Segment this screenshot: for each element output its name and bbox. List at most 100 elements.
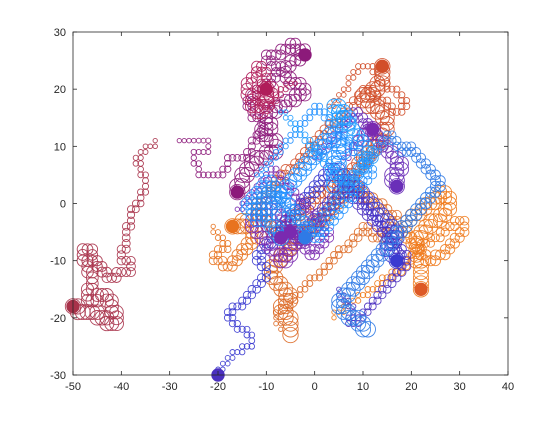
data-point <box>374 280 381 287</box>
data-point <box>243 155 260 172</box>
data-point <box>251 255 262 266</box>
data-point <box>254 98 269 114</box>
data-point <box>99 310 115 326</box>
data-point <box>336 286 342 292</box>
data-point <box>368 233 378 243</box>
data-point <box>413 224 429 240</box>
data-point <box>224 239 232 248</box>
data-point <box>330 166 347 183</box>
data-point <box>256 255 267 266</box>
data-point <box>433 213 448 228</box>
data-point <box>141 188 150 196</box>
data-point <box>359 314 367 322</box>
data-point <box>223 154 232 162</box>
data-point <box>249 104 264 120</box>
data-point <box>210 229 217 235</box>
data-point <box>252 130 261 140</box>
data-point <box>195 137 202 144</box>
data-point <box>238 325 246 333</box>
data-point <box>428 213 443 229</box>
data-point <box>219 240 227 247</box>
data-point <box>354 321 372 338</box>
x-tick-label: -50 <box>65 381 81 393</box>
data-point <box>454 215 465 226</box>
data-point <box>282 137 289 144</box>
data-point <box>282 321 299 338</box>
y-tick-label: 0 <box>60 199 66 211</box>
data-point <box>336 97 342 104</box>
data-point <box>233 319 241 328</box>
walk-end-marker <box>259 82 273 96</box>
y-tick-label: 20 <box>54 84 66 96</box>
walk-end-marker <box>390 254 404 268</box>
data-point <box>277 298 294 315</box>
data-point <box>343 198 354 209</box>
data-point <box>360 92 376 109</box>
data-point <box>350 309 367 326</box>
data-point <box>345 320 352 327</box>
data-point <box>273 320 279 327</box>
data-point <box>116 250 126 260</box>
data-point <box>408 241 424 257</box>
data-point <box>344 182 353 190</box>
data-point <box>334 131 343 139</box>
data-point <box>363 302 372 311</box>
data-point <box>239 206 245 212</box>
data-point <box>353 96 363 105</box>
data-point <box>205 137 212 144</box>
data-point <box>247 285 257 294</box>
data-point <box>247 290 257 300</box>
walk-end-marker <box>366 122 380 136</box>
data-point <box>223 314 232 322</box>
data-point <box>349 176 357 185</box>
data-point <box>423 218 439 234</box>
data-point <box>335 304 352 320</box>
x-tick-label: -10 <box>258 381 274 393</box>
data-point <box>219 360 226 367</box>
data-point <box>388 178 405 195</box>
data-point <box>364 286 372 293</box>
data-point <box>267 96 275 105</box>
data-point <box>104 316 120 332</box>
data-point <box>331 315 337 321</box>
data-point <box>393 268 401 276</box>
data-point <box>268 276 284 291</box>
data-point <box>259 236 274 251</box>
data-point <box>229 183 246 201</box>
x-tick-label: 10 <box>357 381 369 393</box>
x-tick-label: 40 <box>502 381 514 393</box>
data-point <box>306 108 314 116</box>
data-point <box>368 302 377 311</box>
data-point <box>126 261 136 272</box>
data-point <box>412 281 430 298</box>
data-point <box>275 43 287 55</box>
data-point <box>392 267 402 277</box>
data-point <box>343 193 354 203</box>
data-point <box>379 110 395 126</box>
data-point <box>418 224 434 240</box>
data-point <box>137 154 144 161</box>
data-point <box>284 37 297 50</box>
data-point <box>200 137 207 144</box>
data-point <box>277 292 294 309</box>
data-point <box>325 200 333 207</box>
data-point <box>370 207 385 223</box>
data-point <box>344 245 353 254</box>
data-point <box>364 63 371 70</box>
data-point <box>333 204 344 215</box>
data-point <box>354 315 372 332</box>
data-point <box>261 267 271 277</box>
data-point <box>243 343 251 350</box>
data-point <box>326 132 342 149</box>
data-point <box>338 198 349 209</box>
data-point <box>388 102 396 111</box>
data-point <box>383 96 392 105</box>
data-point <box>374 110 390 126</box>
data-point <box>387 136 397 146</box>
data-point <box>348 193 359 203</box>
data-point <box>450 221 460 232</box>
data-point <box>116 256 126 266</box>
walk-end-marker <box>298 48 312 62</box>
data-point <box>358 181 368 191</box>
